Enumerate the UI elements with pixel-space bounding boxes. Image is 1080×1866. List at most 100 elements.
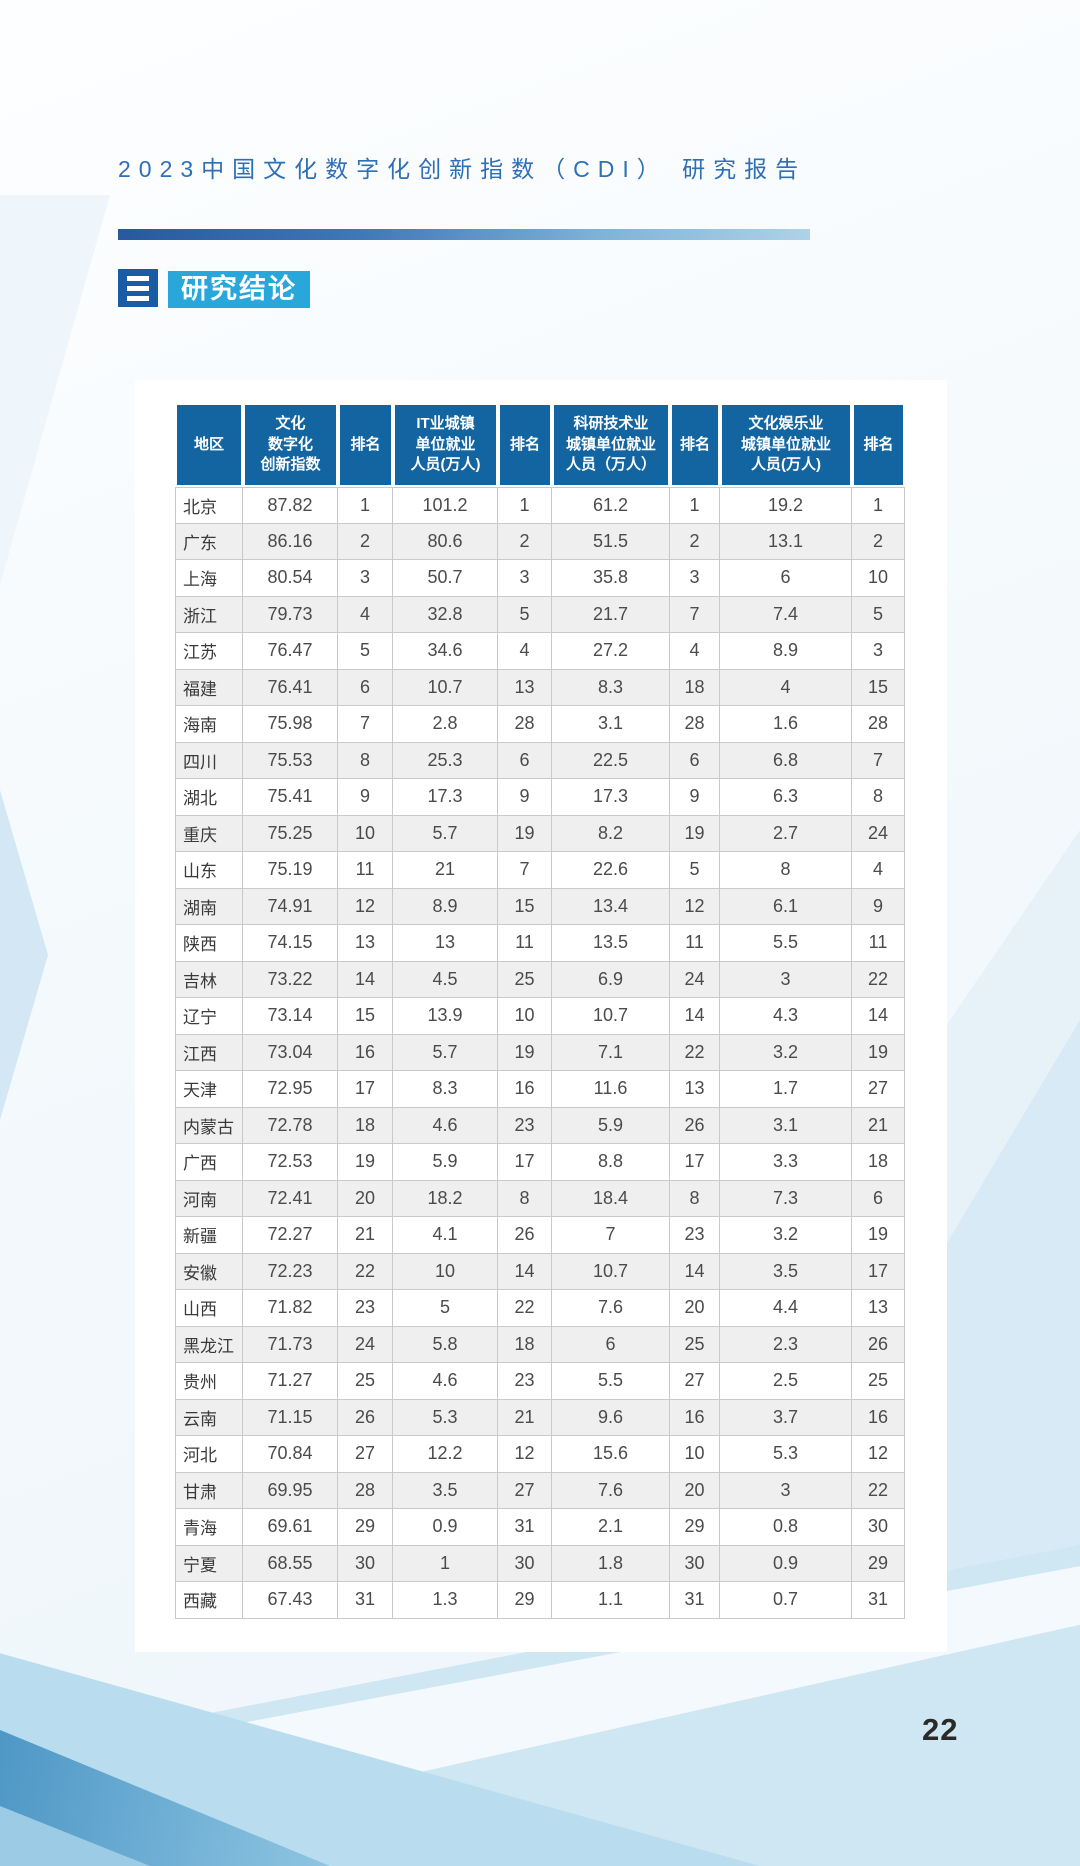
- value-cell: 5: [393, 1290, 498, 1327]
- value-cell: 9: [338, 779, 393, 816]
- region-cell: 西藏: [175, 1582, 243, 1619]
- value-cell: 8.9: [393, 888, 498, 925]
- column-header: 排名: [338, 403, 393, 487]
- value-cell: 2: [498, 523, 552, 560]
- value-cell: 3.7: [720, 1399, 852, 1436]
- region-cell: 河南: [175, 1180, 243, 1217]
- region-cell: 宁夏: [175, 1545, 243, 1582]
- region-cell: 甘肃: [175, 1472, 243, 1509]
- value-cell: 19.2: [720, 487, 852, 524]
- value-cell: 4.3: [720, 998, 852, 1035]
- value-cell: 8.2: [552, 815, 670, 852]
- value-cell: 75.41: [243, 779, 338, 816]
- value-cell: 13: [670, 1071, 720, 1108]
- value-cell: 22: [852, 961, 905, 998]
- table-row: 吉林 73.22 14 4.5 25 6.9 24 3 22: [175, 961, 905, 998]
- region-cell: 江苏: [175, 633, 243, 670]
- value-cell: 17: [670, 1144, 720, 1181]
- value-cell: 30: [338, 1545, 393, 1582]
- value-cell: 0.7: [720, 1582, 852, 1619]
- value-cell: 17: [852, 1253, 905, 1290]
- table-row: 江西 73.04 16 5.7 19 7.1 22 3.2 19: [175, 1034, 905, 1071]
- value-cell: 31: [338, 1582, 393, 1619]
- region-cell: 海南: [175, 706, 243, 743]
- value-cell: 12: [338, 888, 393, 925]
- table-row: 新疆 72.27 21 4.1 26 7 23 3.2 19: [175, 1217, 905, 1254]
- value-cell: 11: [670, 925, 720, 962]
- value-cell: 32.8: [393, 596, 498, 633]
- section-header: 研究结论: [118, 269, 310, 308]
- value-cell: 15: [852, 669, 905, 706]
- value-cell: 4.4: [720, 1290, 852, 1327]
- value-cell: 76.41: [243, 669, 338, 706]
- value-cell: 34.6: [393, 633, 498, 670]
- value-cell: 10: [852, 560, 905, 597]
- value-cell: 5.5: [552, 1363, 670, 1400]
- table-row: 上海 80.54 3 50.7 3 35.8 3 6 10: [175, 560, 905, 597]
- value-cell: 19: [338, 1144, 393, 1181]
- value-cell: 6: [498, 742, 552, 779]
- value-cell: 21: [338, 1217, 393, 1254]
- value-cell: 20: [670, 1472, 720, 1509]
- region-cell: 广西: [175, 1144, 243, 1181]
- value-cell: 23: [498, 1107, 552, 1144]
- value-cell: 6: [338, 669, 393, 706]
- table-row: 内蒙古 72.78 18 4.6 23 5.9 26 3.1 21: [175, 1107, 905, 1144]
- value-cell: 26: [338, 1399, 393, 1436]
- value-cell: 4: [498, 633, 552, 670]
- value-cell: 23: [338, 1290, 393, 1327]
- value-cell: 7.3: [720, 1180, 852, 1217]
- decor-triangle: [0, 195, 110, 585]
- table-row: 湖北 75.41 9 17.3 9 17.3 9 6.3 8: [175, 779, 905, 816]
- value-cell: 30: [852, 1509, 905, 1546]
- title-underline-bar: [118, 229, 810, 240]
- value-cell: 2: [338, 523, 393, 560]
- value-cell: 22: [670, 1034, 720, 1071]
- table-body: 北京 87.82 1 101.2 1 61.2 1 19.2 1 广东 86.16 2 80.6 2 51.…: [175, 487, 905, 1619]
- value-cell: 6: [852, 1180, 905, 1217]
- value-cell: 24: [670, 961, 720, 998]
- value-cell: 5.5: [720, 925, 852, 962]
- table-row: 浙江 79.73 4 32.8 5 21.7 7 7.4 5: [175, 596, 905, 633]
- value-cell: 3.5: [393, 1472, 498, 1509]
- value-cell: 11.6: [552, 1071, 670, 1108]
- value-cell: 27: [852, 1071, 905, 1108]
- value-cell: 6: [670, 742, 720, 779]
- value-cell: 12: [852, 1436, 905, 1473]
- value-cell: 14: [338, 961, 393, 998]
- value-cell: 31: [670, 1582, 720, 1619]
- page-number: 22: [922, 1712, 959, 1747]
- value-cell: 13.1: [720, 523, 852, 560]
- value-cell: 80.54: [243, 560, 338, 597]
- value-cell: 1: [852, 487, 905, 524]
- table-row: 江苏 76.47 5 34.6 4 27.2 4 8.9 3: [175, 633, 905, 670]
- value-cell: 70.84: [243, 1436, 338, 1473]
- value-cell: 18.2: [393, 1180, 498, 1217]
- value-cell: 15: [498, 888, 552, 925]
- region-cell: 湖南: [175, 888, 243, 925]
- region-cell: 河北: [175, 1436, 243, 1473]
- value-cell: 3: [498, 560, 552, 597]
- value-cell: 10.7: [552, 998, 670, 1035]
- value-cell: 75.98: [243, 706, 338, 743]
- value-cell: 17.3: [552, 779, 670, 816]
- value-cell: 12: [670, 888, 720, 925]
- value-cell: 8: [498, 1180, 552, 1217]
- value-cell: 8.3: [393, 1071, 498, 1108]
- value-cell: 7.6: [552, 1290, 670, 1327]
- document-title: 2023中国文化数字化创新指数（CDI） 研究报告: [118, 156, 807, 182]
- value-cell: 5: [338, 633, 393, 670]
- value-cell: 19: [498, 815, 552, 852]
- value-cell: 86.16: [243, 523, 338, 560]
- value-cell: 12: [498, 1436, 552, 1473]
- value-cell: 75.19: [243, 852, 338, 889]
- value-cell: 27: [338, 1436, 393, 1473]
- table-row: 四川 75.53 8 25.3 6 22.5 6 6.8 7: [175, 742, 905, 779]
- value-cell: 17: [338, 1071, 393, 1108]
- region-cell: 贵州: [175, 1363, 243, 1400]
- region-cell: 内蒙古: [175, 1107, 243, 1144]
- value-cell: 10.7: [552, 1253, 670, 1290]
- value-cell: 28: [338, 1472, 393, 1509]
- value-cell: 11: [498, 925, 552, 962]
- value-cell: 22.5: [552, 742, 670, 779]
